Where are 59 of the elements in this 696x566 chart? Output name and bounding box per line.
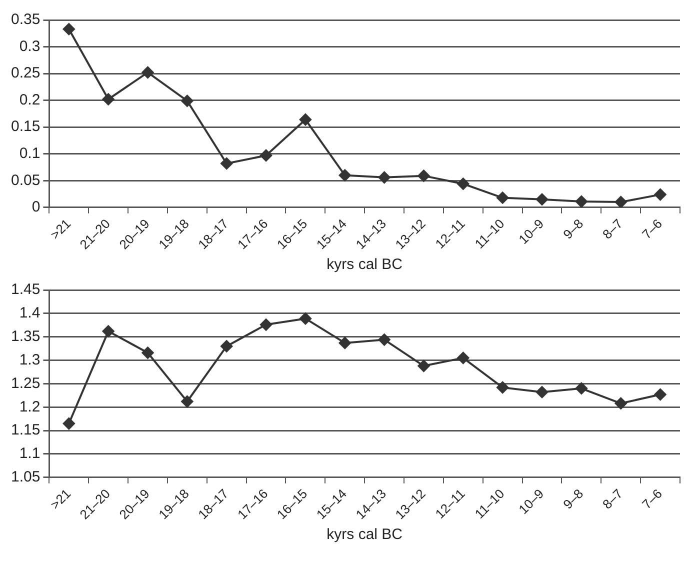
point [260,149,272,162]
point [457,178,470,190]
y-tick-label: 0 [32,198,40,216]
y-tick-label: 1.4 [19,304,40,322]
y-tick-label: 0.15 [10,118,40,136]
point [181,94,194,107]
y-tick-label: 1.35 [10,328,40,345]
x-tick-label: 7–6 [638,486,665,512]
point [299,312,312,325]
point [102,325,114,338]
x-tick-label: >21 [47,216,74,242]
point [338,336,351,349]
y-tick-label: 1.45 [10,281,40,298]
y-tick-label: 1.05 [10,468,40,486]
point [614,397,627,410]
point [338,169,351,182]
x-tick-label: >21 [47,486,74,512]
y-tick-label: 0.25 [10,64,40,82]
y-tick-label: 0.35 [10,11,40,28]
point [457,352,470,364]
y-tick-label: 0.3 [19,38,40,55]
y-tick-label: 1.3 [19,351,40,368]
point [260,318,272,331]
point [181,396,194,408]
x-tick-label: 7–6 [638,216,665,242]
x-tick-label: 9–8 [560,486,586,512]
point [654,388,666,400]
x-tick-label: 8–7 [600,486,626,512]
point [536,386,548,398]
point [220,340,233,352]
y-tick-label: 1.1 [19,445,40,462]
point [220,158,233,170]
x-tick-label: 8–7 [600,216,626,242]
point [418,360,430,372]
point [378,171,390,184]
y-tick-label: 1.15 [10,422,40,439]
point [418,170,430,182]
point [496,192,509,204]
point [299,114,312,126]
y-tick-label: 0.2 [19,91,40,108]
y-tick-label: 1.2 [19,398,40,416]
point [62,418,75,430]
x-axis-title: kyrs cal BC [326,256,403,274]
point [575,382,588,394]
point [142,346,154,359]
point [62,23,75,36]
x-tick-label: 9–8 [560,216,586,242]
point [378,334,390,346]
point [536,193,548,206]
y-tick-label: 0.1 [19,145,40,162]
y-tick-label: 0.05 [10,172,40,189]
y-tick-label: 1.25 [10,374,40,392]
point [575,196,588,208]
point [496,381,509,394]
point [654,188,666,201]
point [142,66,154,78]
point [614,196,627,208]
point [102,93,114,106]
x-axis-title: kyrs cal BC [326,526,403,544]
